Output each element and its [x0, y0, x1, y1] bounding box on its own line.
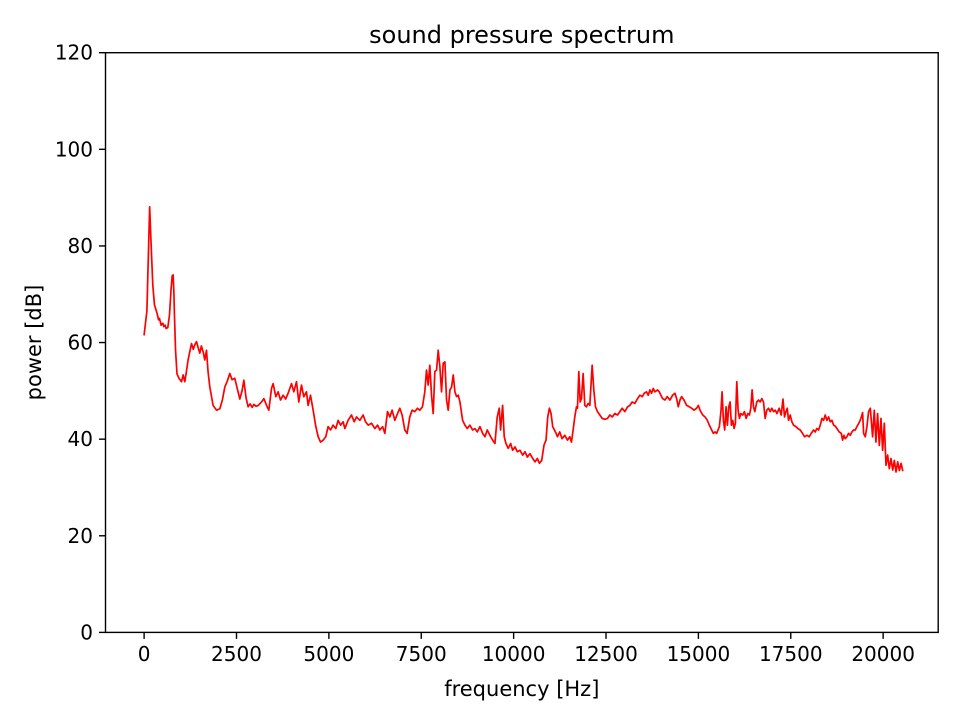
- x-tick-label: 2500: [211, 642, 262, 666]
- y-tick-label: 100: [55, 137, 93, 161]
- x-tick-label: 12500: [574, 642, 638, 666]
- chart-title: sound pressure spectrum: [369, 21, 674, 49]
- x-tick-label: 5000: [303, 642, 354, 666]
- y-tick-label: 0: [80, 620, 93, 644]
- y-tick-label: 80: [68, 234, 93, 258]
- x-tick-label: 17500: [759, 642, 823, 666]
- x-tick-label: 15000: [667, 642, 731, 666]
- plot-area-border: [104, 52, 939, 634]
- y-tick-label: 20: [68, 524, 93, 548]
- y-tick-label: 60: [68, 331, 93, 355]
- x-tick-label: 10000: [482, 642, 546, 666]
- y-tick-label: 120: [55, 41, 93, 65]
- x-tick-label: 20000: [851, 642, 915, 666]
- y-axis-label: power [dB]: [22, 285, 46, 401]
- x-axis-ticks: 0 2500 5000 7500 10000 12500 15000 17500 20000: [138, 632, 915, 666]
- y-tick-label: 40: [68, 427, 93, 451]
- x-axis-label: frequency [Hz]: [444, 677, 599, 701]
- x-tick-label: 7500: [396, 642, 447, 666]
- y-axis-ticks: 0 20 40 60 80 100 120: [55, 41, 106, 644]
- x-tick-label: 0: [138, 642, 151, 666]
- spectrum-line: [143, 205, 904, 473]
